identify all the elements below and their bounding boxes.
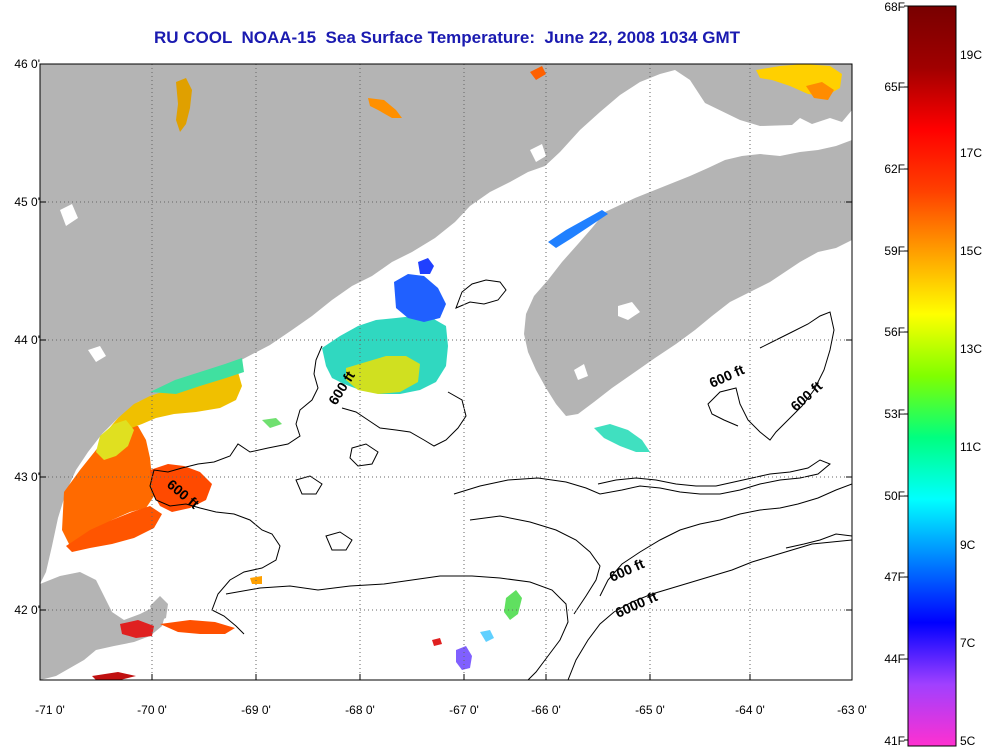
colorbar-ticks (904, 5, 908, 741)
colorbar-f-62: 62F (884, 162, 905, 176)
colorbar-f-44: 44F (884, 652, 905, 666)
bathymetry-contours (149, 279, 852, 680)
land-new-england (40, 64, 852, 584)
lon-label-67: -67 0' (449, 703, 479, 717)
lon-label-70: -70 0' (137, 703, 167, 717)
lon-label-64: -64 0' (735, 703, 765, 717)
colorbar-c-17: 17C (960, 146, 983, 160)
lon-label-66: -66 0' (531, 703, 561, 717)
lon-label-71: -71 0' (35, 703, 65, 717)
lon-label-63: -63 0' (837, 703, 867, 717)
map-frame (39, 63, 853, 681)
colorbar-c-9: 9C (960, 538, 976, 552)
colorbar-f-50: 50F (884, 489, 905, 503)
lon-label-68: -68 0' (345, 703, 375, 717)
axis-ticks (40, 201, 852, 680)
colorbar-f-68: 68F (884, 0, 905, 14)
map-content: 600 ft 600 ft 600 ft 600 ft 600 ft 6000 … (40, 64, 852, 680)
lat-label-44: 44 0' (14, 333, 40, 347)
colorbar-f-53: 53F (884, 407, 905, 421)
colorbar-c-7: 7C (960, 636, 976, 650)
lat-label-46: 46 0' (14, 57, 40, 71)
lon-label-69: -69 0' (241, 703, 271, 717)
colorbar-f-56: 56F (884, 325, 905, 339)
colorbar-f-65: 65F (884, 80, 905, 94)
land-no-data-specks (60, 144, 640, 380)
colorbar-c-19: 19C (960, 48, 983, 62)
colorbar-f-41: 41F (884, 734, 905, 748)
map-title: RU COOL NOAA-15 Sea Surface Temperature:… (153, 28, 741, 47)
lat-lon-grid (40, 64, 852, 680)
lon-label-65: -65 0' (635, 703, 665, 717)
lat-label-45: 45 0' (14, 195, 40, 209)
colorbar-c-5: 5C (960, 734, 976, 748)
lat-label-42: 42 0' (14, 603, 40, 617)
lat-label-43: 43 0' (14, 470, 40, 484)
sst-data-patches (62, 64, 842, 680)
colorbar-c-11: 11C (960, 440, 982, 454)
colorbar-f-59: 59F (884, 244, 905, 258)
colorbar-c-13: 13C (960, 342, 983, 356)
colorbar-c-15: 15C (960, 244, 983, 258)
land-cape-hook (150, 596, 168, 622)
land-cape-cod (40, 572, 166, 680)
colorbar-f-47: 47F (884, 570, 905, 584)
land-nova-scotia (524, 140, 852, 416)
colorbar (907, 5, 957, 747)
